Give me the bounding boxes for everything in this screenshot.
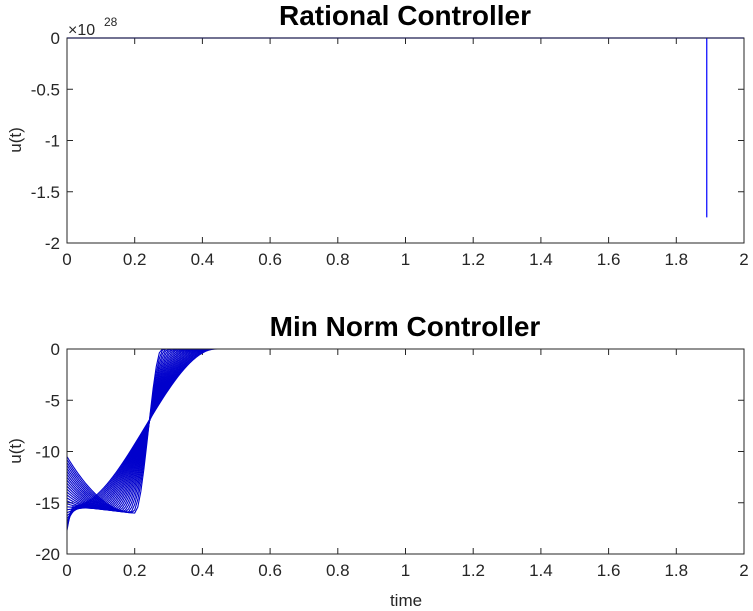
x-tick-label: 2: [739, 250, 748, 269]
x-tick-label: 1.2: [461, 250, 485, 269]
chart-title: Min Norm Controller: [270, 311, 541, 342]
chart-title: Rational Controller: [279, 0, 531, 31]
y-tick-label: -0.5: [31, 80, 60, 99]
y-tick-label: -10: [35, 443, 60, 462]
x-tick-label: 2: [739, 561, 748, 580]
y-tick-label: -1: [45, 132, 60, 151]
y-axis-label: u(t): [6, 438, 25, 464]
x-tick-label: 1.2: [461, 561, 485, 580]
axes-rational-controller: Rational Controller ×10 28 u(t) 0 0.2 0.4 0…: [6, 0, 749, 269]
y-exponent-power: 28: [104, 15, 118, 29]
y-tick-label: -2: [45, 234, 60, 253]
plot-frame: [66, 348, 745, 555]
x-tick-label: 0.6: [258, 561, 282, 580]
x-tick-label: 1: [401, 561, 410, 580]
y-exponent-base: ×10: [68, 22, 95, 39]
trajectory-line: [66, 348, 744, 510]
x-tick-label: 0: [62, 561, 71, 580]
y-tick-label: -20: [35, 545, 60, 564]
x-tick-label: 1.8: [664, 561, 688, 580]
y-tick-label: -15: [35, 494, 60, 513]
x-tick-label: 0.4: [191, 250, 215, 269]
x-tick-label: 1.8: [664, 250, 688, 269]
series-line: [67, 37, 744, 218]
x-tick-label: 0.8: [326, 561, 350, 580]
axes-min-norm-controller: Min Norm Controller u(t) time 0 0.2 0.4 0.6…: [6, 311, 749, 610]
x-tick-label: 1.6: [597, 250, 621, 269]
x-tick-label: 0.8: [326, 250, 350, 269]
x-tick-label: 0.4: [191, 561, 215, 580]
x-tick-label: 1: [401, 250, 410, 269]
x-axis-label: time: [390, 591, 422, 610]
x-tick-label: 0.2: [123, 250, 147, 269]
x-tick-label: 1.6: [597, 561, 621, 580]
y-tick-label: -5: [45, 391, 60, 410]
x-tick-label: 1.4: [529, 561, 553, 580]
plot-frame: [66, 37, 745, 244]
y-tick-label: -1.5: [31, 183, 60, 202]
x-tick-label: 1.4: [529, 250, 553, 269]
y-tick-label: 0: [51, 340, 60, 359]
y-axis-label: u(t): [6, 127, 25, 153]
x-tick-label: 0: [62, 250, 71, 269]
x-tick-label: 0.2: [123, 561, 147, 580]
x-tick-label: 0.6: [258, 250, 282, 269]
y-tick-label: 0: [51, 29, 60, 48]
